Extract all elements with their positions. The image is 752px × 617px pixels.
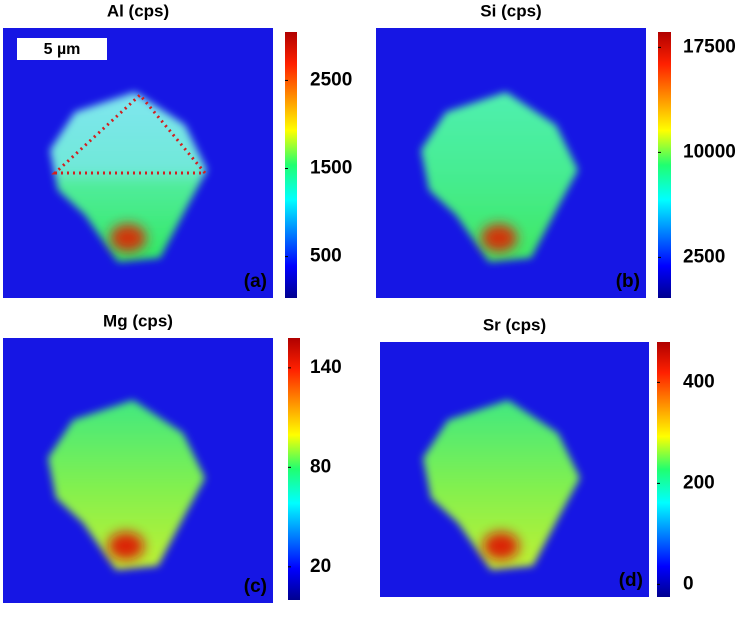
colorbar-tick-label: 500: [310, 246, 342, 267]
hot-spot: [108, 532, 144, 560]
colorbar-tick-label: 140: [310, 357, 342, 378]
colorbar-tick-label: 400: [683, 371, 715, 392]
colorbar: [658, 32, 671, 298]
colorbar: [657, 342, 670, 597]
panel-label: (b): [616, 271, 640, 292]
colorbar-tick-label: 20: [310, 556, 331, 577]
colorbar-tick-label: 2500: [310, 69, 352, 90]
panel-title: Mg (cps): [103, 311, 173, 330]
colorbar: [288, 338, 300, 600]
panel-title: Al (cps): [107, 1, 169, 20]
hot-spot: [110, 224, 146, 252]
scale-bar: [17, 38, 107, 60]
hot-spot: [483, 532, 519, 560]
grain: [423, 400, 580, 570]
colorbar-tick-label: 17500: [683, 36, 736, 57]
panel-title: Si (cps): [480, 1, 541, 20]
colorbar-tick-label: 10000: [683, 141, 736, 162]
colorbar-tick-label: 0: [683, 573, 694, 594]
grain: [421, 92, 578, 262]
colorbar: [285, 32, 297, 298]
hot-spot: [481, 224, 517, 252]
colorbar-tick-label: 2500: [683, 246, 725, 267]
colorbar-tick-label: 1500: [310, 158, 352, 179]
scale-bar-label: 5 µm: [44, 41, 81, 58]
grain: [48, 400, 205, 570]
panel-label: (a): [244, 271, 267, 292]
panel-label: (d): [619, 570, 643, 591]
panel-label: (c): [244, 576, 267, 597]
grain: [50, 92, 207, 262]
colorbar-tick-label: 80: [310, 456, 331, 477]
colorbar-tick-label: 200: [683, 472, 715, 493]
panel-title: Sr (cps): [483, 315, 546, 334]
